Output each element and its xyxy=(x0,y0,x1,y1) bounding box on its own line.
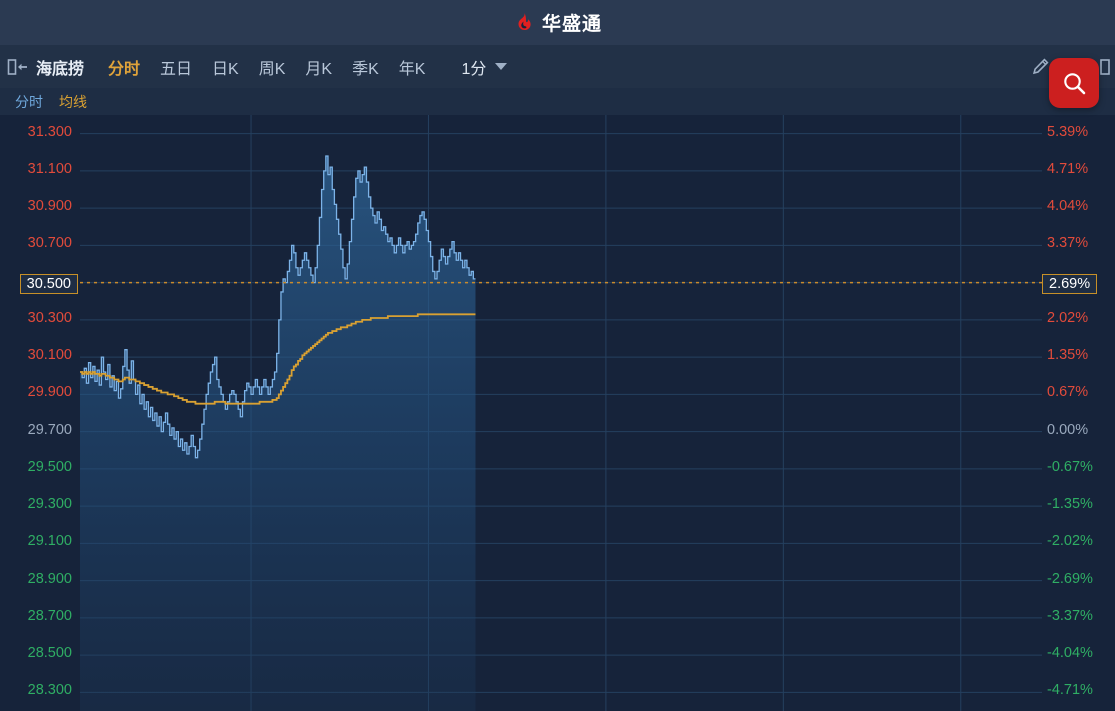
chart-container: 31.300 31.100 30.900 30.700 30.500 30.300 30.1… xyxy=(0,115,1115,711)
brand: 华盛通 xyxy=(513,9,602,36)
chart-toolbar: 海底捞 分时 五日 日K 周K 月K 季K 年K 1分 xyxy=(0,45,1115,108)
chart-plot-area[interactable] xyxy=(80,115,1042,711)
price-area-fill xyxy=(80,155,476,711)
price-tick-label: 30.300 xyxy=(27,309,72,326)
percent-tick-label: 0.67% xyxy=(1047,384,1089,401)
flame-logo-icon xyxy=(518,12,531,30)
tab-five-day[interactable]: 五日 xyxy=(160,60,193,78)
chart-legend-tabs: 分时 均线 xyxy=(0,88,1115,115)
price-tick-label: 29.100 xyxy=(27,533,72,550)
percent-tick-label: -2.02% xyxy=(1047,533,1093,550)
pencil-edit-icon xyxy=(1032,57,1049,74)
tab-day-k[interactable]: 日K xyxy=(212,60,239,78)
price-tick-label: 28.500 xyxy=(27,645,72,662)
tab-fenshi[interactable]: 分时 xyxy=(108,60,141,78)
percent-axis-right: 5.39% 4.71% 4.04% 3.37% 2.69% 2.02% 1.35% 0.67%… xyxy=(1042,115,1115,711)
tab-week-k[interactable]: 周K xyxy=(258,60,286,78)
price-tick-label: 29.300 xyxy=(27,496,72,513)
price-tick-label: 29.700 xyxy=(27,421,72,438)
price-tick-label: 31.100 xyxy=(27,160,72,177)
percent-tick-label: 4.04% xyxy=(1047,198,1089,215)
period-selected-label: 1分 xyxy=(461,60,487,78)
price-tick-label: 30.100 xyxy=(27,347,72,364)
percent-tick-label: -0.67% xyxy=(1047,458,1093,475)
percent-tick-label: -3.37% xyxy=(1047,607,1093,624)
symbol-name[interactable]: 海底捞 xyxy=(36,60,85,78)
current-price-label: 30.500 xyxy=(19,273,78,295)
panel-collapse-left-button[interactable] xyxy=(0,45,36,88)
percent-tick-label: -4.71% xyxy=(1047,682,1093,699)
pencil-edit-button[interactable] xyxy=(1023,45,1057,88)
tab-year-k[interactable]: 年K xyxy=(398,60,426,78)
price-tick-label: 28.900 xyxy=(27,570,72,587)
tab-month-k[interactable]: 月K xyxy=(305,60,333,78)
tab-quarter-k[interactable]: 季K xyxy=(352,60,379,78)
title-bar: 华盛通 xyxy=(0,0,1115,45)
percent-tick-label: 5.39% xyxy=(1047,123,1089,140)
price-tick-label: 30.900 xyxy=(27,198,72,215)
chevron-down-icon xyxy=(495,63,508,70)
price-tick-label: 28.700 xyxy=(27,607,72,624)
search-magnifier-icon xyxy=(1063,72,1085,94)
search-button[interactable] xyxy=(1049,58,1099,108)
period-selector[interactable]: 1分 xyxy=(461,55,508,79)
percent-tick-label: 4.71% xyxy=(1047,160,1089,177)
price-tick-label: 29.900 xyxy=(27,384,72,401)
price-line xyxy=(80,155,476,459)
percent-tick-label: 2.02% xyxy=(1047,309,1089,326)
percent-tick-label: 3.37% xyxy=(1047,235,1089,252)
legend-item-timeline[interactable]: 分时 xyxy=(15,93,43,110)
percent-tick-label: 0.00% xyxy=(1047,421,1089,438)
percent-tick-label: 1.35% xyxy=(1047,347,1089,364)
brand-title: 华盛通 xyxy=(541,14,602,35)
price-tick-label: 30.700 xyxy=(27,235,72,252)
price-tick-label: 29.500 xyxy=(27,458,72,475)
price-tick-label: 31.300 xyxy=(27,123,72,140)
price-axis-left: 31.300 31.100 30.900 30.700 30.500 30.300 30.1… xyxy=(0,115,80,711)
percent-tick-label: -4.04% xyxy=(1047,645,1093,662)
legend-item-moving-average[interactable]: 均线 xyxy=(59,93,87,110)
moving-average-line xyxy=(80,313,476,405)
percent-tick-label: -1.35% xyxy=(1047,496,1093,513)
chart-svg xyxy=(80,115,1042,711)
percent-tick-label: -2.69% xyxy=(1047,570,1093,587)
current-change-label: 2.69% xyxy=(1042,273,1098,295)
panel-collapse-left-icon xyxy=(7,58,27,75)
price-tick-label: 28.300 xyxy=(27,682,72,699)
